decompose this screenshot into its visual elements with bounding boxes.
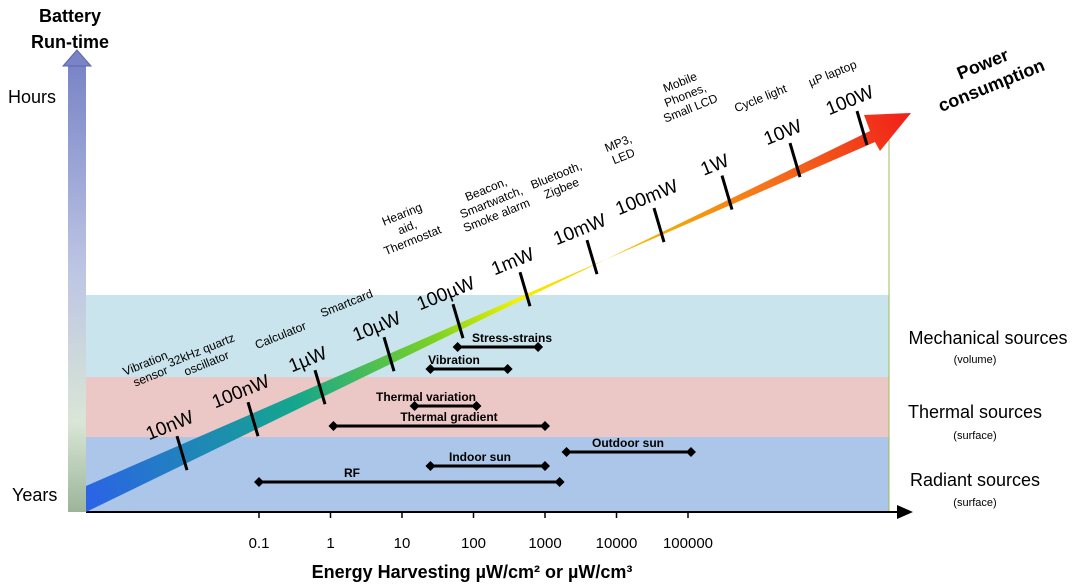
y-axis [61, 49, 93, 512]
radiant-band [86, 437, 889, 511]
power-tick-mark [652, 207, 666, 243]
y-axis-bottom-label: Years [12, 485, 57, 505]
range-endpoint [328, 421, 339, 431]
y-axis-bar [68, 64, 86, 512]
range-vibration: Vibration [425, 353, 513, 374]
device-label: µP laptop [806, 57, 859, 89]
range-indoor-sun: Indoor sun [425, 450, 550, 471]
range-endpoint [540, 421, 550, 431]
device-label: aid, [396, 217, 419, 237]
range-thermal-variation: Thermal variation [376, 390, 482, 411]
range-thermal-gradient: Thermal gradient [328, 410, 550, 431]
x-tick-label: 0.1 [249, 535, 270, 552]
y-axis-arrowhead [61, 49, 93, 67]
power-level-ticks [175, 110, 869, 471]
power-tick-mark [585, 239, 599, 275]
x-axis [86, 505, 913, 519]
range-label: Vibration [428, 353, 480, 367]
range-endpoint [471, 401, 482, 411]
harvesting-ranges: Stress-strains Vibration Thermal variation… [254, 331, 696, 487]
y-axis-top-label: Hours [8, 87, 56, 107]
range-label: Thermal variation [376, 390, 476, 404]
range-endpoint [452, 342, 463, 352]
range-label: RF [344, 466, 360, 480]
power-level-label: 100W [823, 82, 877, 120]
source-bands [86, 295, 889, 511]
y-axis-title-line1: Battery [39, 6, 101, 26]
device-label-group: Cycle light [732, 81, 789, 115]
x-tick-label: 10000 [596, 535, 638, 552]
range-endpoint [533, 342, 544, 352]
radiant-sub: (surface) [953, 497, 996, 509]
x-axis-arrowhead [897, 505, 913, 519]
range-endpoint [409, 401, 420, 411]
mechanical-band [86, 295, 889, 377]
power-tick-mark [518, 271, 532, 307]
range-outdoor-sun: Outdoor sun [561, 436, 696, 457]
power-level-label: 10W [761, 116, 805, 150]
power-tick-mark [382, 336, 396, 372]
y-axis-title-line2: Run-time [31, 32, 109, 52]
range-endpoint [425, 461, 436, 471]
power-tick-mark [175, 435, 189, 471]
range-label: Outdoor sun [592, 436, 664, 450]
x-tick-label: 100000 [663, 535, 713, 552]
x-tick-label: 1 [326, 535, 334, 552]
x-axis-title: Energy Harvesting µW/cm² or µW/cm³ [312, 562, 633, 582]
range-endpoint [502, 364, 513, 374]
device-label: Cycle light [732, 81, 789, 115]
thermal-sub: (surface) [953, 430, 996, 442]
range-endpoint [425, 364, 436, 374]
power-tick-mark [313, 369, 327, 405]
power-level-label: 100mW [613, 176, 682, 220]
x-tick-label: 10 [394, 535, 411, 552]
device-label-group: Bluetooth,Zigbee [529, 159, 584, 202]
range-endpoint [685, 447, 696, 457]
range-endpoint [254, 477, 264, 487]
range-endpoint [554, 477, 565, 487]
x-tick-label: 1000 [528, 535, 561, 552]
power-arrow-body [86, 113, 911, 512]
range-label: Stress-strains [472, 331, 552, 345]
thermal-title: Thermal sources [908, 402, 1042, 422]
range-stress-strains: Stress-strains [452, 331, 552, 352]
power-tick-mark [788, 142, 802, 178]
source-labels: Mechanical sources (volume) Thermal sour… [908, 328, 1068, 509]
mechanical-sub: (volume) [954, 354, 997, 366]
range-rf: RF [254, 466, 565, 487]
range-label: Thermal gradient [400, 410, 497, 424]
power-level-label: 1mW [488, 244, 537, 280]
device-label-group: Beacon,Smartwatch,Smoke alarm [458, 175, 532, 235]
power-tick-mark [855, 110, 869, 146]
power-level-label: 10mW [551, 210, 610, 250]
mechanical-title: Mechanical sources [908, 328, 1067, 348]
power-tick-mark [246, 401, 260, 437]
power-level-label: 1W [698, 150, 732, 180]
power-axis-title: Power consumption [935, 45, 1047, 116]
device-label-group: µP laptop [806, 57, 859, 89]
power-arrow [86, 110, 911, 512]
thermal-band [86, 377, 889, 437]
power-tick-mark [720, 175, 734, 211]
radiant-title: Radiant sources [910, 470, 1040, 490]
x-tick-label: 100 [461, 535, 486, 552]
range-endpoint [540, 461, 550, 471]
x-axis-ticks: 0.1 1 10 100 1000 10000 100000 [249, 512, 713, 552]
device-label-group: MP3,LED [603, 132, 638, 168]
range-label: Indoor sun [449, 450, 511, 464]
power-tick-mark [451, 303, 465, 339]
range-endpoint [561, 447, 572, 457]
